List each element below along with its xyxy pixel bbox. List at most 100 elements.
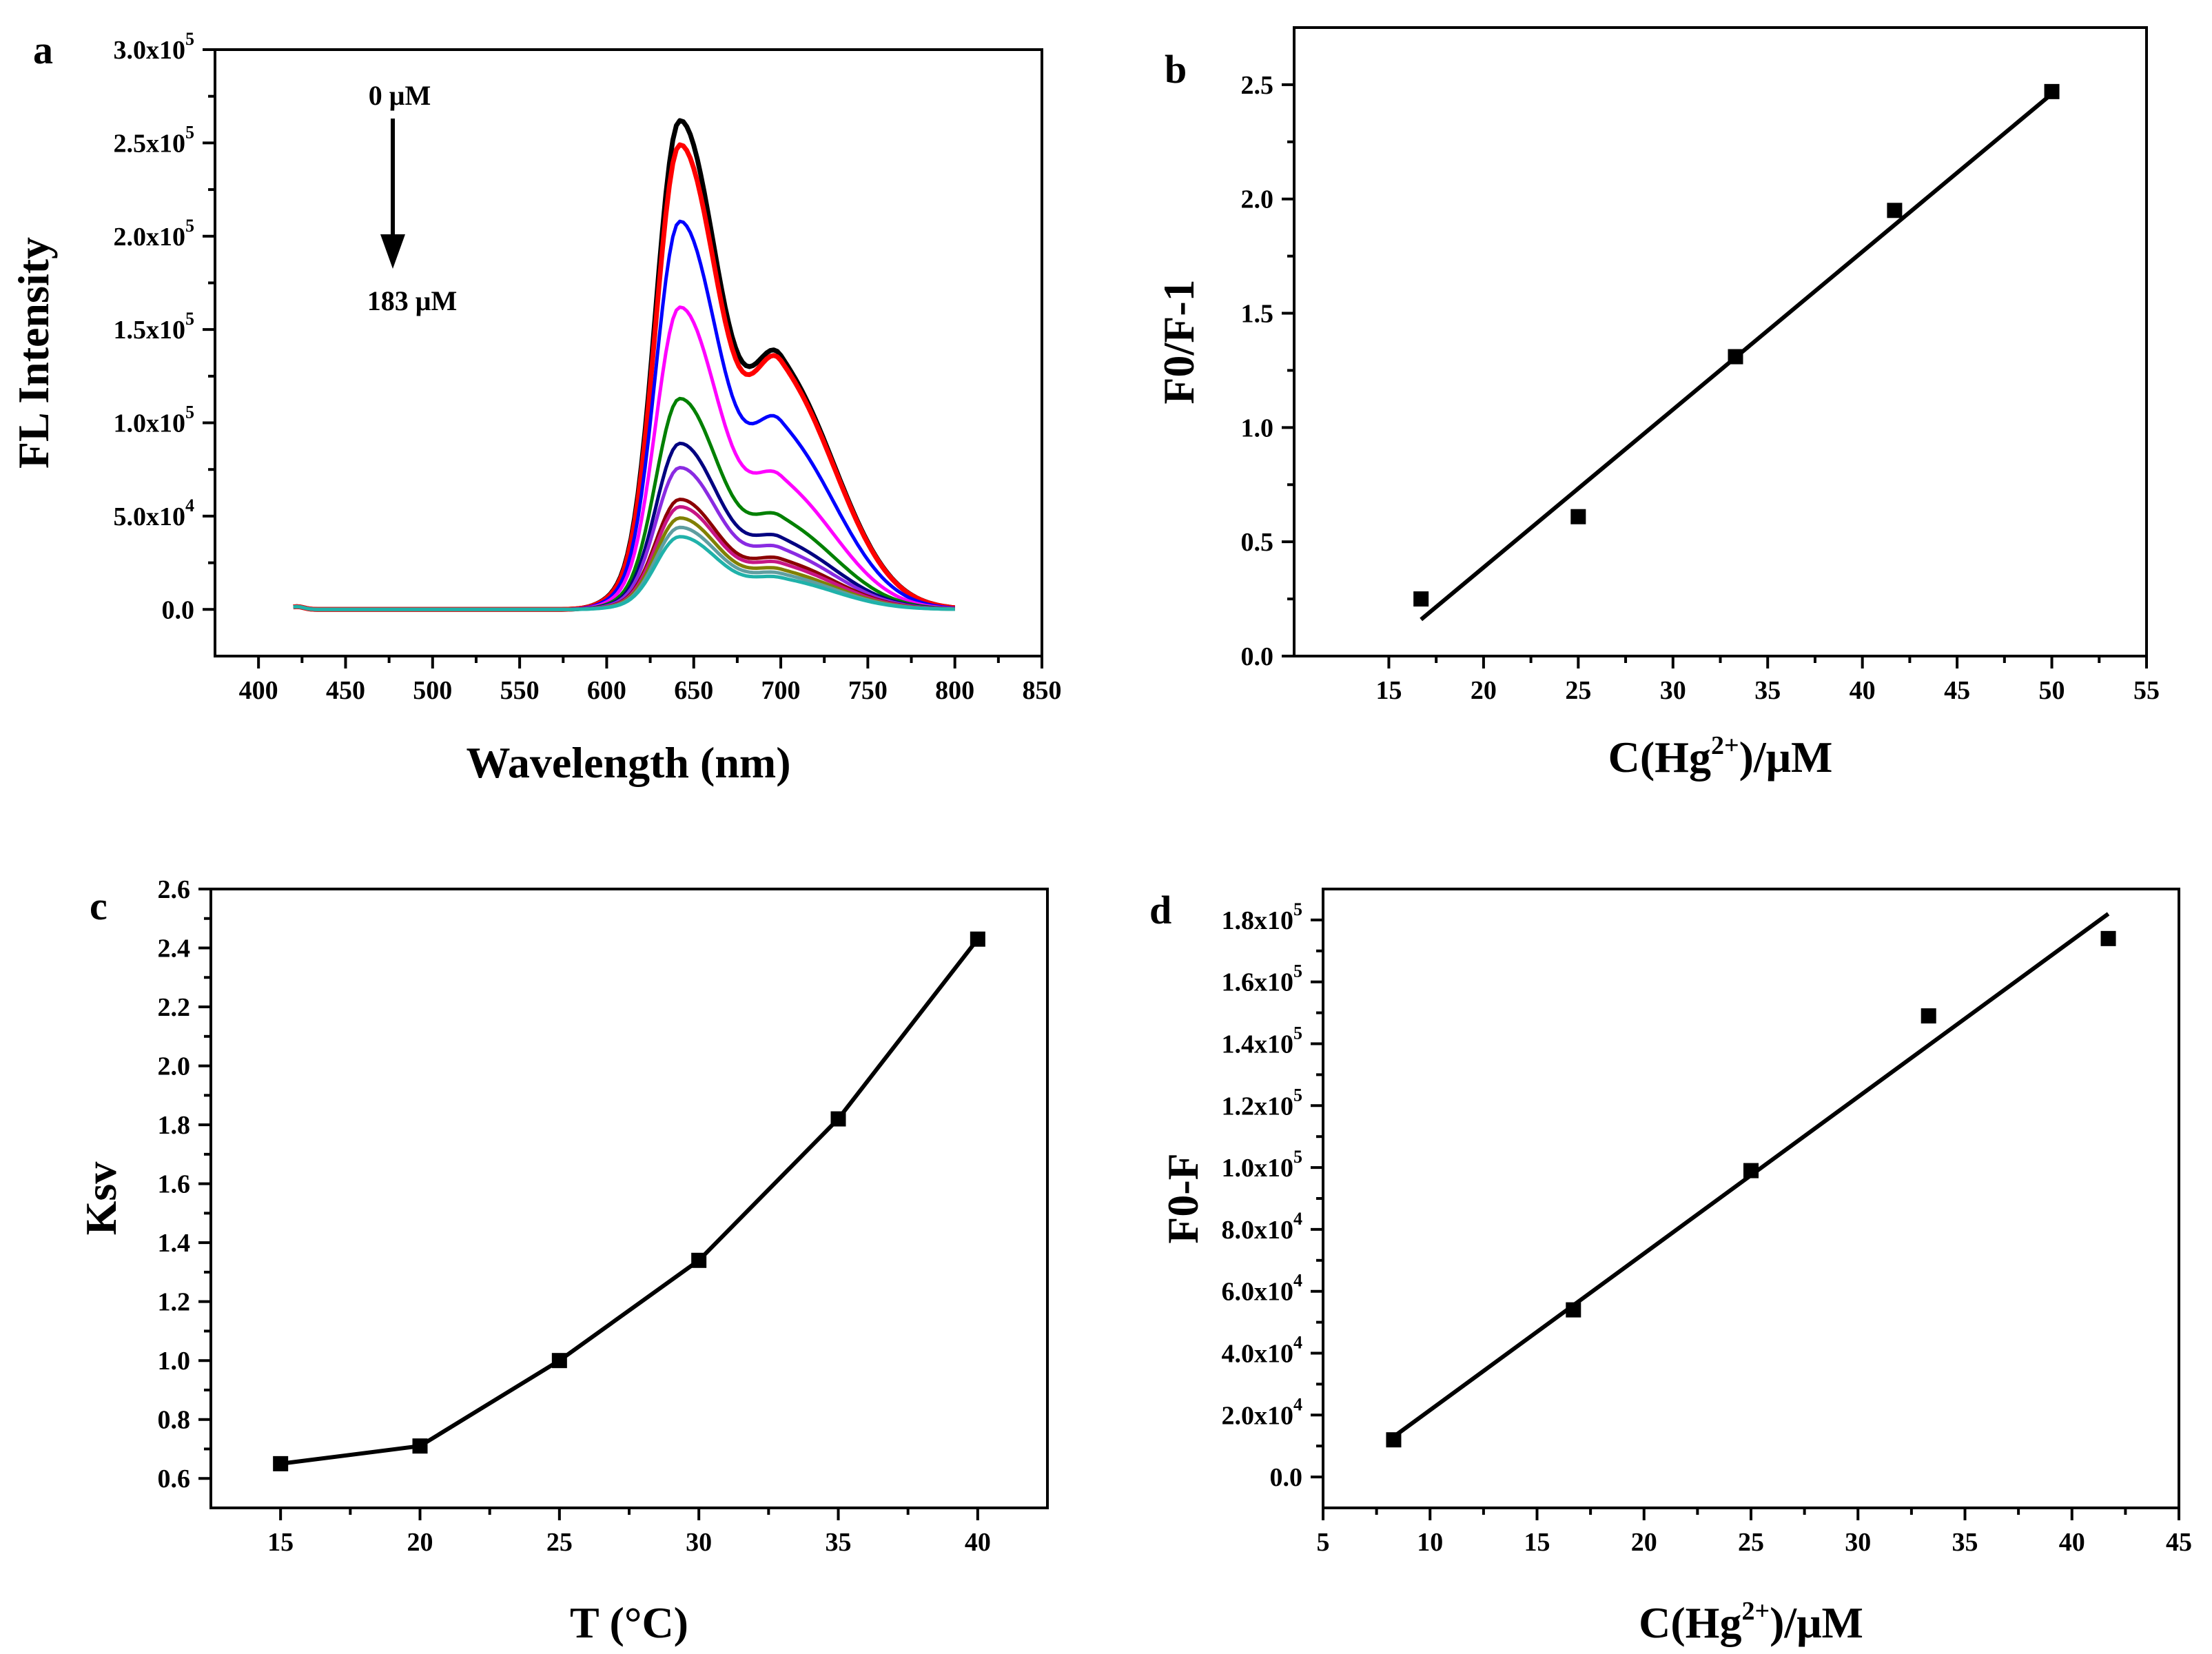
y-tick-label: 1.5 [1241,300,1274,329]
y-tick-label: 1.8 [158,1111,191,1140]
data-point [412,1438,428,1454]
y-tick-exponent: 4 [1293,1394,1302,1414]
annotation-start-concentration: 0 μM [369,80,431,111]
data-point [1386,1432,1402,1448]
y-tick-exponent: 5 [1293,961,1302,981]
y-tick-label: 2.0 [1241,185,1274,214]
panel-d-f0-minus-f-plot: 5 10 15 20 25 30 35 40 450.02.0x1044.0x1046.0x10… [1149,888,2192,1647]
x-tick-label: 550 [500,676,540,705]
x-tick-label: 35 [1952,1528,1978,1557]
x-tick-label: 30 [686,1528,712,1557]
data-point [1728,349,1743,365]
y-tick-label: 0.8 [158,1406,191,1435]
y-tick-label: 1.4x105 [1222,1023,1303,1059]
x-tick-label: 40 [965,1528,991,1557]
x-tick-label: 30 [1845,1528,1871,1557]
y-axis-title: F0-F [1158,1153,1207,1244]
x-axis-title: C(Hg2+)/μM [1608,731,1833,782]
y-axis-title: F0/F-1 [1154,279,1203,404]
x-title-superscript: 2+ [1711,731,1739,760]
y-tick-mantissa: 6.0x10 [1222,1278,1294,1307]
y-tick-label: 2.4 [158,935,191,963]
y-axis-title: FL Intensity [9,237,58,469]
x-tick-label: 20 [407,1528,433,1557]
y-tick-mantissa: 1.0x10 [1222,1154,1294,1183]
y-tick-label: 0.0 [162,595,195,624]
ksv-series-line [280,937,980,1466]
y-tick-exponent: 4 [1293,1333,1302,1353]
x-title-part: C(Hg [1639,1598,1741,1647]
panel-b-stern-volmer-plot: 15 20 25 30 35 40 45 50 55 0.0 0.5 1.0 1.5 2.0 2.5 C(Hg… [1154,26,2160,782]
data-point [1566,1302,1581,1318]
data-point [1921,1008,1936,1024]
y-axis-title: Ksv [76,1162,125,1236]
x-tick-label: 50 [2039,676,2065,705]
y-tick-exponent: 4 [1293,1271,1302,1291]
x-title-part: C(Hg [1608,733,1711,782]
x-tick-label: 600 [587,676,626,705]
data-point [1743,1163,1759,1178]
y-tick-label: 2.0x105 [114,216,195,252]
y-tick-label: 0.0 [1270,1463,1303,1492]
y-tick-label: 5.0x104 [114,496,195,531]
x-tick-label: 400 [239,676,278,705]
y-tick-exponent: 5 [185,216,194,236]
x-tick-label: 25 [546,1528,573,1557]
x-tick-label: 450 [326,676,365,705]
x-tick-label: 55 [2133,676,2160,705]
y-tick-label: 1.2x105 [1222,1085,1303,1121]
y-tick-mantissa: 2.5x10 [114,129,186,158]
y-tick-label: 1.0x105 [114,402,195,438]
y-tick-label: 0.0 [1241,642,1274,671]
y-tick-label: 1.0x105 [1222,1147,1303,1183]
x-tick-label: 40 [1850,676,1876,705]
x-title-superscript: 2+ [1741,1597,1770,1626]
y-tick-mantissa: 1.8x10 [1222,906,1294,935]
x-tick-label: 35 [826,1528,852,1557]
y-tick-label: 2.2 [158,993,191,1022]
y-tick-exponent: 5 [1293,1147,1302,1167]
x-tick-label: 650 [674,676,713,705]
panel-letter: a [33,28,53,72]
x-tick-label: 40 [2059,1528,2085,1557]
x-tick-label: 15 [1524,1528,1550,1557]
y-tick-label: 1.4 [158,1229,191,1258]
y-tick-label: 2.0 [158,1052,191,1081]
y-tick-exponent: 5 [185,122,194,142]
y-tick-label: 1.6 [158,1170,191,1199]
y-tick-label: 1.8x105 [1222,899,1303,935]
concentration-arrow-head [380,234,405,269]
y-tick-mantissa: 2.0x10 [1222,1401,1294,1430]
y-tick-exponent: 4 [185,496,194,515]
x-tick-label: 500 [413,676,452,705]
data-point [2044,83,2060,99]
y-tick-label: 2.5x105 [114,122,195,158]
panel-c-ksv-vs-temperature: 15 20 25 30 35 40 0.6 0.8 1.0 1.2 1.4 1.6 1.8 2.0 2.2 2… [76,875,1049,1647]
y-tick-mantissa: 1.2x10 [1222,1092,1294,1121]
y-tick-exponent: 5 [1293,1023,1302,1043]
data-point [970,931,985,947]
y-tick-mantissa: 1.0x10 [114,409,186,438]
y-tick-label: 0.5 [1241,528,1274,557]
y-tick-exponent: 5 [1293,1085,1302,1105]
x-tick-label: 15 [1375,676,1402,705]
y-tick-mantissa: 5.0x10 [114,502,186,531]
x-axis-title: T (°C) [570,1598,688,1647]
data-point [273,1456,289,1471]
x-tick-label: 25 [1738,1528,1764,1557]
y-tick-label: 0.6 [158,1464,191,1493]
y-tick-label: 1.6x105 [1222,961,1303,997]
y-tick-mantissa: 1.4x10 [1222,1030,1294,1059]
x-tick-label: 700 [761,676,801,705]
x-tick-label: 20 [1471,676,1497,705]
y-tick-label: 8.0x104 [1222,1209,1303,1245]
data-point [830,1111,846,1127]
y-tick-label: 2.5 [1241,71,1274,100]
x-tick-label: 45 [2166,1528,2192,1557]
y-tick-mantissa: 1.6x10 [1222,968,1294,997]
spectrum-series-line [293,535,955,611]
x-title-part: )/μM [1770,1598,1863,1647]
x-tick-label: 850 [1023,676,1062,705]
y-tick-label: 1.0 [1241,414,1274,442]
